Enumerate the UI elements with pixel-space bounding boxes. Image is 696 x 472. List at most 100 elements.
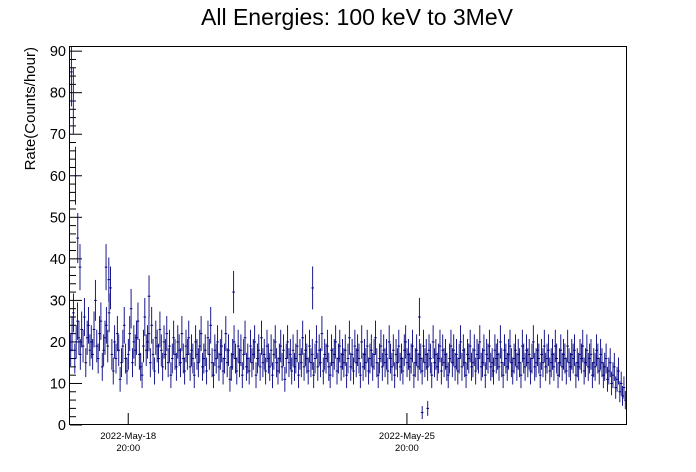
data-point (120, 348, 123, 378)
data-point (548, 357, 552, 385)
data-point (203, 334, 207, 367)
data-point (570, 338, 574, 370)
data-point (350, 338, 354, 370)
data-point (343, 334, 347, 367)
data-point (371, 352, 375, 381)
data-point (408, 352, 412, 381)
data-point (493, 334, 497, 367)
data-point (467, 343, 471, 374)
data-point (457, 343, 461, 374)
data-point (338, 329, 342, 363)
data-point (232, 270, 235, 314)
data-point (424, 338, 428, 370)
data-point (213, 334, 217, 367)
data-point (602, 362, 605, 389)
data-point (500, 348, 504, 378)
data-point (592, 348, 596, 378)
data-point (544, 352, 547, 381)
data-point (147, 275, 151, 318)
data-point (573, 334, 576, 367)
data-point (585, 334, 589, 367)
data-point (463, 348, 466, 378)
data-point (435, 352, 439, 381)
data-point (505, 352, 509, 381)
data-point (161, 352, 164, 381)
data-point (331, 348, 335, 378)
data-point (575, 348, 579, 378)
data-point (135, 320, 138, 355)
data-point (431, 325, 435, 359)
data-point (106, 329, 110, 363)
data-point (98, 316, 101, 352)
data-point (584, 348, 587, 378)
data-point (455, 338, 458, 370)
data-point (247, 357, 251, 385)
data-point (192, 362, 196, 389)
data-point (234, 343, 237, 374)
data-point (87, 306, 90, 344)
data-point (392, 334, 395, 367)
data-point (261, 348, 265, 378)
data-point (265, 329, 269, 363)
data-point (603, 352, 607, 381)
data-point (122, 306, 126, 344)
data-point (337, 343, 340, 374)
data-point (109, 266, 112, 310)
data-point (232, 325, 236, 359)
data-point (327, 352, 331, 381)
data-point (315, 325, 318, 359)
data-point (530, 343, 534, 374)
data-point (442, 348, 446, 378)
data-point (96, 343, 100, 374)
data-point (118, 366, 122, 392)
data-point (389, 343, 392, 374)
data-point (422, 329, 425, 363)
data-point (552, 352, 556, 381)
data-point (396, 348, 399, 378)
data-point (385, 338, 388, 370)
data-point (372, 338, 376, 370)
data-point (102, 334, 105, 367)
data-point (581, 329, 585, 363)
data-point (107, 257, 111, 302)
data-point (413, 348, 417, 378)
data-point (580, 343, 583, 374)
data-point (363, 338, 366, 370)
data-point (596, 343, 600, 374)
data-point (518, 348, 521, 378)
data-point (499, 325, 502, 359)
data-point (158, 311, 162, 348)
data-point (433, 348, 436, 378)
data-point (368, 343, 372, 374)
data-point (589, 338, 593, 370)
data-point (563, 343, 567, 374)
data-point (490, 348, 494, 378)
data-point (85, 320, 89, 355)
data-point (139, 352, 143, 381)
data-point (553, 329, 557, 363)
data-point (264, 357, 267, 385)
data-point (214, 343, 218, 374)
data-point (245, 352, 248, 381)
y-tick-label: 60 (50, 169, 66, 185)
data-point (197, 348, 200, 378)
data-point (434, 338, 438, 370)
data-point (486, 343, 490, 374)
data-point (95, 329, 99, 363)
data-point (70, 316, 74, 352)
data-point (330, 334, 333, 367)
data-point (258, 352, 262, 381)
data-point (445, 352, 449, 381)
data-point (582, 357, 586, 385)
y-tick-label: 20 (50, 335, 66, 351)
data-point (507, 338, 510, 370)
data-point (275, 348, 278, 378)
data-point (346, 343, 350, 374)
data-point (477, 343, 480, 374)
data-point (556, 362, 560, 389)
data-point (287, 348, 291, 378)
data-point (144, 334, 148, 367)
data-point (191, 343, 195, 374)
data-point (591, 362, 594, 389)
data-point (382, 334, 385, 367)
